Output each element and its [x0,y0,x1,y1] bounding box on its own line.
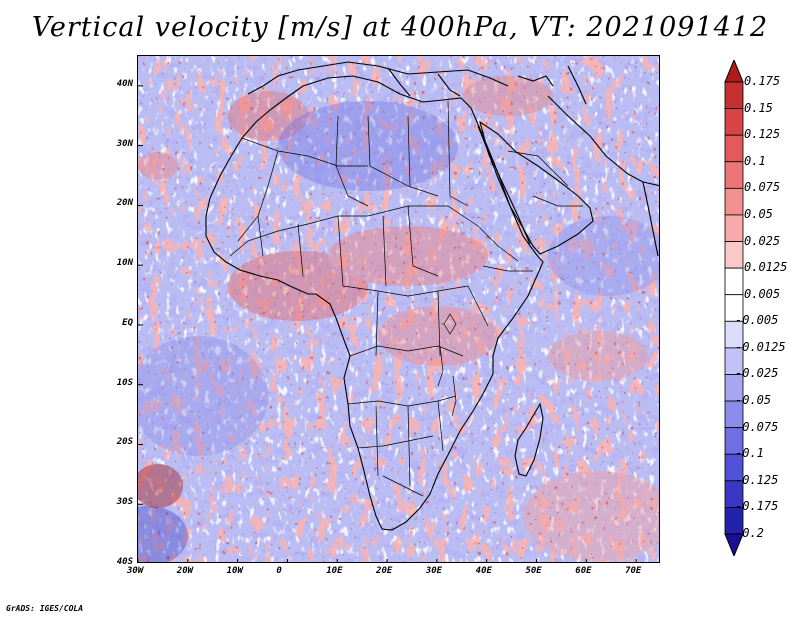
colorbar-label: -0.0125 [735,339,786,354]
lon-label: 30W [127,566,144,576]
lat-label: 30S [116,497,133,508]
lat-label: 20S [116,437,133,448]
lon-label: 60E [575,566,592,576]
colorbar-label: 0.005 [744,286,781,301]
colorbar-label: 0.05 [744,206,773,221]
colorbar-bin [724,187,744,216]
lon-label: 20W [176,566,194,576]
lon-label: 70E [625,566,642,576]
colorbar-label: -0.005 [735,313,779,328]
grads-credit: GrADS: IGES/COLA [6,604,84,613]
country-borders [229,100,583,497]
colorbar-bin [724,108,744,136]
colorbar-bin [724,81,744,109]
lon-label: 20E [376,566,393,576]
colorbar-bin [724,134,744,163]
colorbar-label: -0.175 [735,499,779,514]
colorbar-top-arrow [724,60,744,83]
colorbar-label: -0.05 [735,393,772,408]
lon-label: 30E [425,566,443,576]
lat-label: EQ [122,317,133,328]
colorbar-label: -0.025 [735,366,779,381]
lat-label: 30N [116,138,133,149]
colorbar-label: -0.2 [735,526,764,540]
coastlines [205,61,659,531]
lat-label: 20N [116,198,133,209]
colorbar-bin [724,214,744,242]
colorbar-label: -0.125 [735,472,779,487]
colorbar-label: 0.15 [744,100,773,115]
subsidence-zones [138,101,659,562]
lon-label: 0 [276,566,282,576]
colorbar-label: 0.025 [744,233,781,248]
lon-label: 40E [475,566,492,576]
lat-label: 40S [116,557,133,567]
colorbar-bin [724,241,744,269]
colorbar-label: 0.175 [744,74,781,88]
lat-label: 10N [116,258,133,269]
velocity-field [138,56,659,562]
lat-label: 10S [116,377,133,388]
lon-label: 10W [226,566,243,576]
colorbar-label: 0.075 [744,180,781,195]
colorbar-label: 0.1 [744,153,766,168]
colorbar-bin [724,267,744,296]
lon-label: 10E [326,566,343,576]
lon-label: 50E [525,566,542,576]
colorbar-label: -0.075 [735,419,779,434]
colorbar-label: 0.0125 [744,260,788,275]
map-title: Vertical velocity [m/s] at 400hPa, VT: 2… [31,12,769,43]
colorbar-bottom-arrow [724,533,744,556]
map-panel [137,55,660,563]
colorbar-label: -0.1 [735,446,764,461]
colorbar-label: 0.125 [744,127,781,142]
strong-ascent-cells [138,56,659,562]
colorbar [724,60,744,556]
lat-label: 40N [116,78,133,89]
colorbar-bin [724,161,744,189]
